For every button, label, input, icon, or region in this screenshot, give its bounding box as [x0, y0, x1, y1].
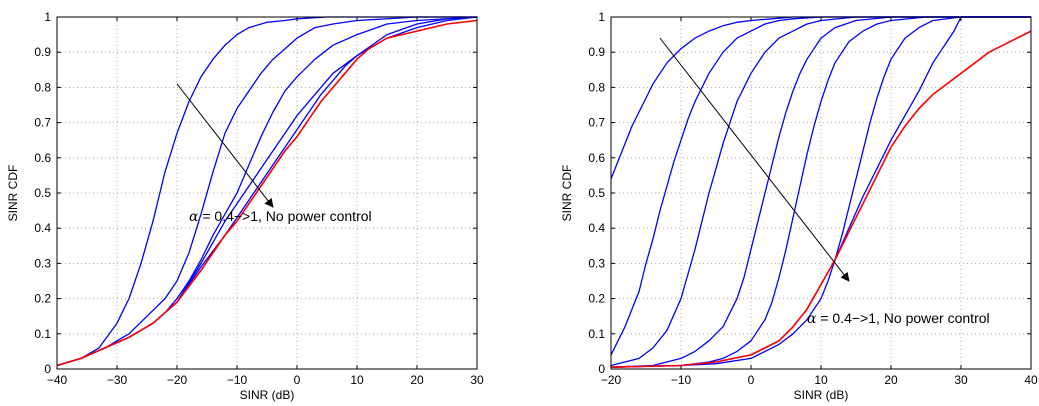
right-xtick-label-3: 10 — [814, 373, 828, 387]
left-series-line-1 — [56, 16, 477, 367]
right-series-line-2 — [610, 16, 1031, 367]
left-xtick-label-4: 0 — [294, 373, 301, 387]
right-ytick-label-5: 0.5 — [588, 186, 605, 200]
left-series-line-5 — [56, 19, 478, 367]
right-ytick-label-2: 0.2 — [588, 292, 605, 306]
right-ytick-label-3: 0.3 — [588, 256, 605, 270]
cdf-panel-right: −20 −10 0 10 20 30 40 0 0.1 0.2 0.3 0.4 0.5 0.6 0.7 0.8… — [560, 10, 1038, 402]
left-series-line-2 — [56, 16, 478, 367]
left-ytick-label-3: 0.3 — [34, 256, 51, 270]
right-xtick-label-5: 30 — [954, 373, 968, 387]
left-x-axis-label: SINR (dB) — [240, 388, 295, 402]
left-ytick-label-2: 0.2 — [34, 292, 51, 306]
right-y-axis-label: SINR CDF — [560, 165, 574, 222]
right-series-line-5 — [610, 16, 1031, 368]
right-ytick-label-10: 1 — [598, 10, 605, 24]
right-ytick-label-1: 0.1 — [588, 327, 605, 341]
right-series-line-4 — [610, 16, 1031, 368]
right-xtick-label-1: −10 — [671, 373, 692, 387]
right-ytick-label-4: 0.4 — [588, 221, 605, 235]
left-ytick-label-0: 0 — [44, 362, 51, 376]
left-ytick-label-1: 0.1 — [34, 327, 51, 341]
left-xtick-label-2: −20 — [167, 373, 188, 387]
right-ytick-label-6: 0.6 — [588, 151, 605, 165]
right-xtick-label-0: −20 — [601, 373, 622, 387]
left-annotation-text: α = 0.4−>1, No power control — [189, 208, 372, 225]
left-xtick-label-6: 20 — [410, 373, 424, 387]
right-x-axis-label: SINR (dB) — [794, 388, 849, 402]
left-xtick-label-7: 30 — [470, 373, 484, 387]
left-ytick-label-5: 0.5 — [34, 186, 51, 200]
left-ytick-label-7: 0.7 — [34, 116, 51, 130]
left-ytick-label-9: 0.9 — [34, 45, 51, 59]
right-xtick-label-6: 40 — [1024, 373, 1038, 387]
right-series-line-3 — [610, 16, 1031, 368]
right-xtick-label-2: 0 — [748, 373, 755, 387]
left-xtick-label-3: −10 — [227, 373, 248, 387]
left-series-line-3 — [56, 16, 478, 367]
right-xtick-label-4: 20 — [884, 373, 898, 387]
left-y-axis-label: SINR CDF — [6, 165, 20, 222]
right-annotation-arrow — [659, 37, 850, 282]
left-series-line-4 — [56, 16, 478, 367]
right-annotation-label: = 0.4−>1, No power control — [816, 310, 989, 326]
left-xtick-label-1: −30 — [107, 373, 128, 387]
right-ytick-label-8: 0.8 — [588, 80, 605, 94]
left-annotation-arrow — [176, 83, 274, 208]
left-xtick-label-5: 10 — [350, 373, 364, 387]
left-annotation-label: = 0.4−>1, No power control — [198, 208, 371, 224]
left-ytick-label-8: 0.8 — [34, 80, 51, 94]
right-annotation-alpha: α — [807, 311, 817, 327]
left-xtick-label-0: −40 — [47, 373, 68, 387]
right-ytick-label-0: 0 — [598, 362, 605, 376]
cdf-panel-left: −40 −30 −20 −10 0 10 20 30 0 0.1 0.2 0.3 0.4 0.5 0.6 0.… — [6, 10, 484, 402]
right-annotation-text: α = 0.4−>1, No power control — [807, 310, 990, 327]
left-ytick-label-10: 1 — [44, 10, 51, 24]
left-ytick-label-4: 0.4 — [34, 221, 51, 235]
left-series-line-0 — [56, 16, 477, 367]
left-ytick-label-6: 0.6 — [34, 151, 51, 165]
left-annotation-alpha: α — [189, 209, 199, 225]
right-ytick-label-7: 0.7 — [588, 116, 605, 130]
right-series-line-7 — [610, 30, 1032, 368]
right-ytick-label-9: 0.9 — [588, 45, 605, 59]
